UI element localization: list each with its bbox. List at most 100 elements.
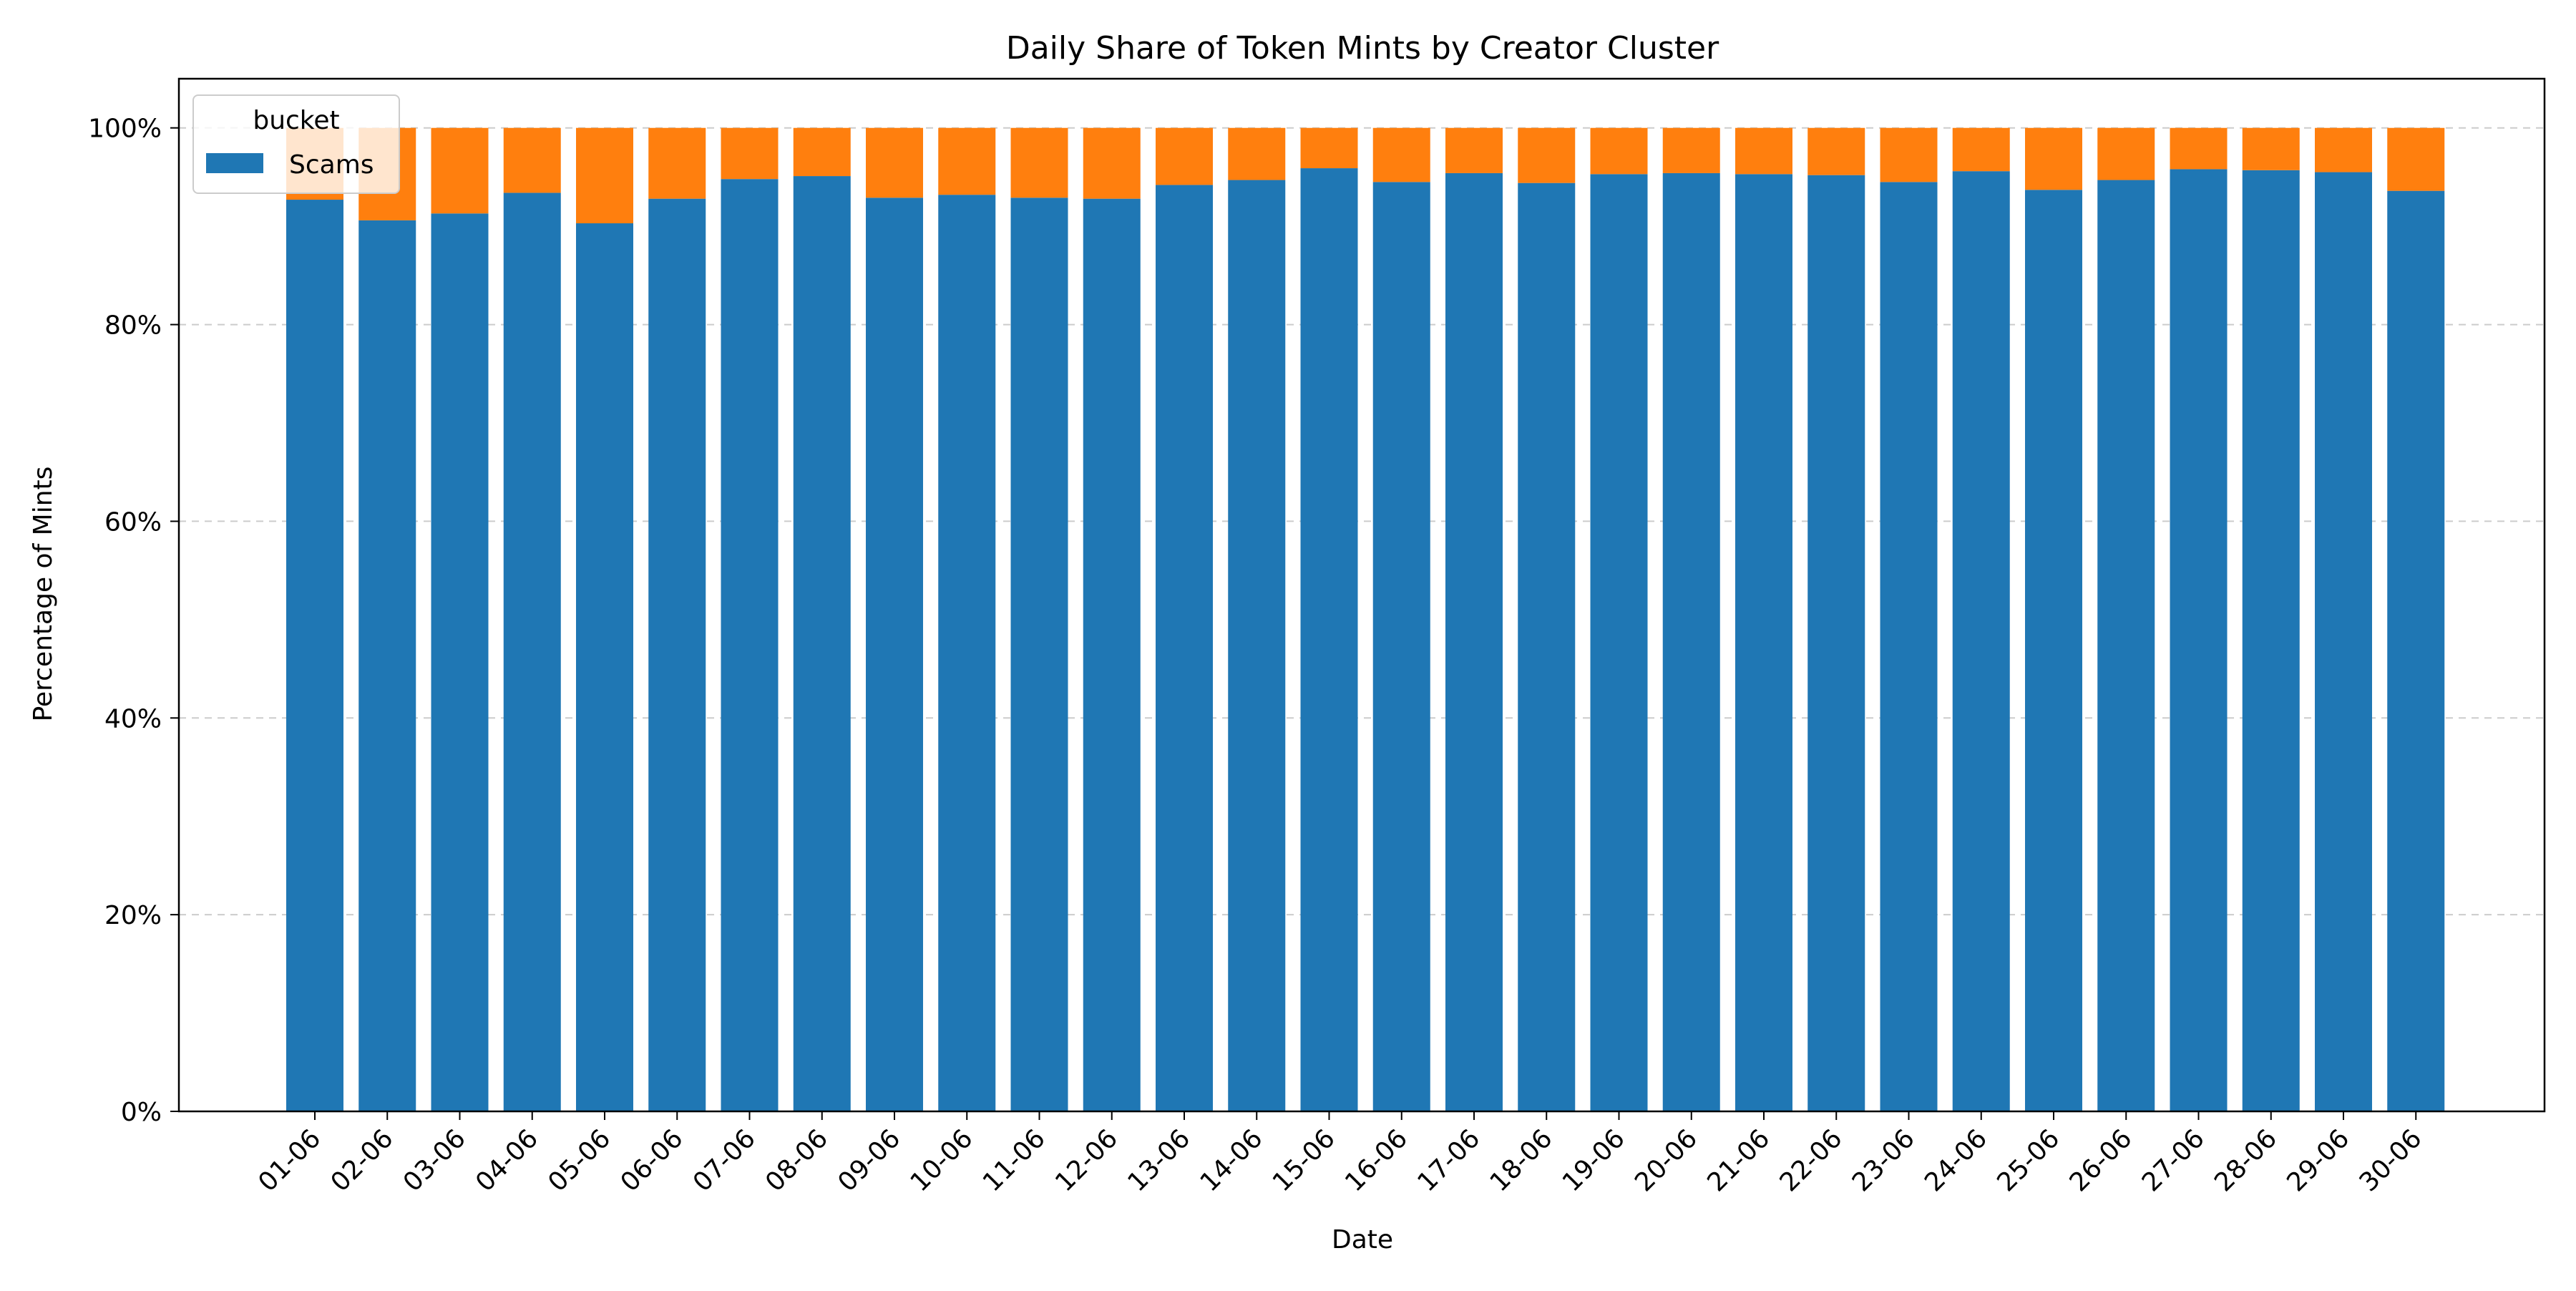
x-axis-label: Date xyxy=(1332,1225,1393,1255)
bar-other xyxy=(2387,127,2445,191)
x-tick-label: 17-06 xyxy=(1412,1124,1485,1197)
bar-other xyxy=(1300,127,1358,169)
x-tick-label: 21-06 xyxy=(1702,1124,1775,1197)
x-tick-label: 03-06 xyxy=(398,1124,472,1197)
bar-scams xyxy=(1445,172,1503,1112)
bar-scams xyxy=(1590,174,1648,1112)
x-tick-label: 05-06 xyxy=(542,1124,616,1197)
bar-other xyxy=(1518,127,1576,183)
x-tick-label: 06-06 xyxy=(615,1124,689,1197)
y-tick-label: 20% xyxy=(104,901,162,930)
y-axis-label: Percentage of Mints xyxy=(29,467,58,722)
bar-scams xyxy=(1010,198,1068,1111)
x-tick-label: 11-06 xyxy=(977,1124,1051,1197)
bar-scams xyxy=(358,220,416,1111)
bar-other xyxy=(793,127,851,177)
bar-scams xyxy=(286,200,343,1112)
legend: bucket Scams xyxy=(192,94,400,194)
bar-other xyxy=(1880,127,1938,182)
x-tick-label: 16-06 xyxy=(1340,1124,1413,1197)
x-tick-label: 19-06 xyxy=(1557,1124,1631,1197)
bar-other xyxy=(1445,127,1503,173)
bar-scams xyxy=(938,195,996,1111)
x-tick-label: 22-06 xyxy=(1775,1124,1848,1197)
bar-other xyxy=(938,127,996,195)
bar-other xyxy=(503,127,561,193)
bar-scams xyxy=(793,176,851,1111)
bar-scams xyxy=(1518,182,1576,1111)
bar-scams xyxy=(1372,182,1430,1111)
bar-scams xyxy=(431,213,489,1112)
bar-other xyxy=(1228,127,1286,180)
bar-scams xyxy=(503,193,561,1112)
bar-other xyxy=(1590,127,1648,175)
bar-other xyxy=(648,127,706,199)
bar-scams xyxy=(721,179,779,1112)
bar-scams xyxy=(1300,168,1358,1111)
x-tick-label: 14-06 xyxy=(1195,1124,1269,1197)
bar-scams xyxy=(2097,180,2155,1112)
bar-other xyxy=(2170,127,2228,170)
x-tick-label: 15-06 xyxy=(1267,1124,1341,1197)
x-tick-label: 12-06 xyxy=(1050,1124,1123,1197)
x-tick-label: 04-06 xyxy=(470,1124,544,1197)
bar-other xyxy=(431,127,489,214)
x-tick-label: 27-06 xyxy=(2137,1124,2210,1197)
bar-other xyxy=(576,127,633,224)
x-tick-label: 09-06 xyxy=(832,1124,906,1197)
legend-swatch xyxy=(206,153,263,173)
x-tick-label: 10-06 xyxy=(905,1124,979,1197)
bar-other xyxy=(866,127,923,198)
x-tick-label: 25-06 xyxy=(1991,1124,2065,1197)
plot-frame xyxy=(177,77,2546,1113)
x-tick-label: 23-06 xyxy=(1847,1124,1921,1197)
bar-other xyxy=(1010,127,1068,198)
bar-scams xyxy=(2387,190,2445,1111)
y-tick-label: 100% xyxy=(88,115,162,144)
bar-scams xyxy=(2170,169,2228,1111)
x-tick-label: 29-06 xyxy=(2281,1124,2355,1197)
legend-label: Scams xyxy=(289,150,374,180)
bar-scams xyxy=(1156,185,1213,1111)
chart-title: Daily Share of Token Mints by Creator Cl… xyxy=(1006,30,1719,67)
bar-scams xyxy=(1228,180,1286,1112)
x-tick-label: 18-06 xyxy=(1485,1124,1558,1197)
bar-scams xyxy=(1807,175,1865,1112)
x-tick-label: 28-06 xyxy=(2209,1124,2283,1197)
bar-other xyxy=(1372,127,1430,182)
bar-scams xyxy=(866,198,923,1111)
bars xyxy=(286,127,2445,1112)
x-tick-label: 24-06 xyxy=(1919,1124,1993,1197)
y-tick-label: 0% xyxy=(121,1098,162,1127)
bar-other xyxy=(1807,127,1865,175)
y-tick-label: 80% xyxy=(104,311,162,341)
x-tick-label: 02-06 xyxy=(326,1124,399,1197)
x-tick-label: 30-06 xyxy=(2354,1124,2428,1197)
bar-scams xyxy=(2315,172,2372,1112)
bar-other xyxy=(1735,127,1792,175)
bar-scams xyxy=(1662,172,1720,1112)
bar-scams xyxy=(2242,170,2300,1111)
legend-title: bucket xyxy=(253,106,339,135)
x-tick-label: 08-06 xyxy=(760,1124,834,1197)
bar-other xyxy=(2025,127,2082,190)
y-tick-label: 40% xyxy=(104,704,162,734)
bar-scams xyxy=(1083,198,1141,1112)
bar-scams xyxy=(648,198,706,1112)
bar-scams xyxy=(1880,182,1938,1111)
bar-scams xyxy=(1952,171,2010,1111)
bar-other xyxy=(2315,127,2372,172)
bar-other xyxy=(1662,127,1720,173)
x-tick-label: 26-06 xyxy=(2064,1124,2138,1197)
bar-other xyxy=(2097,127,2155,180)
bar-other xyxy=(1083,127,1141,199)
bar-other xyxy=(721,127,779,180)
x-tick-label: 13-06 xyxy=(1122,1124,1196,1197)
bar-scams xyxy=(1735,174,1792,1112)
x-tick-label: 07-06 xyxy=(688,1124,761,1197)
y-tick-label: 60% xyxy=(104,507,162,537)
bar-other xyxy=(2242,127,2300,170)
bar-other xyxy=(1952,127,2010,172)
